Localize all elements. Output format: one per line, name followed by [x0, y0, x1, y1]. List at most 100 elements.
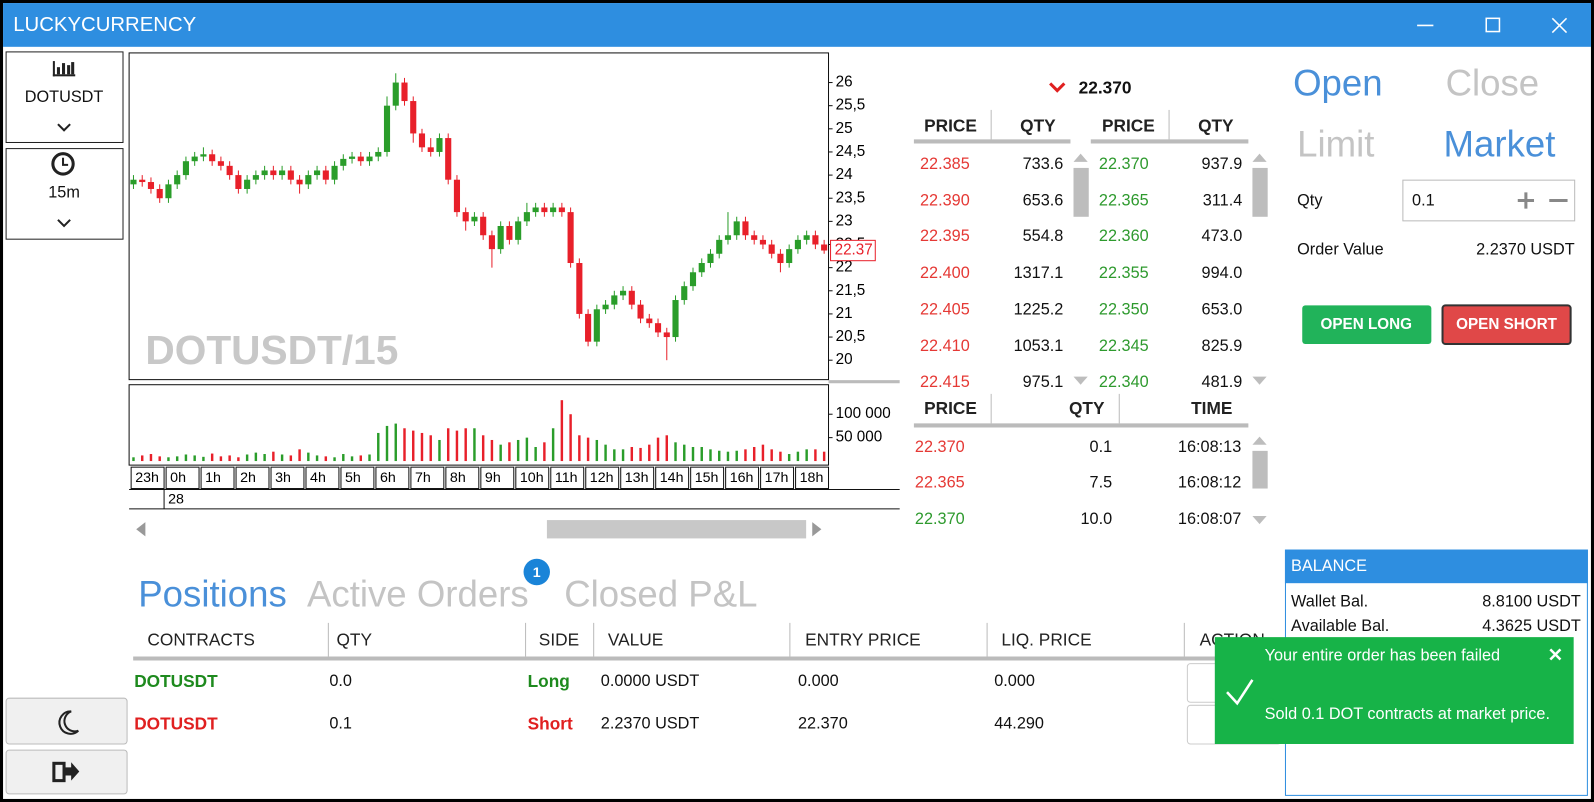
- candle-body: [200, 154, 207, 157]
- y-tick-label: 24,5: [836, 143, 866, 160]
- volume-bar: [621, 449, 625, 462]
- x-tick-label: 11h: [555, 470, 578, 486]
- y-tick-label: 26: [836, 74, 853, 91]
- candle-body: [593, 309, 600, 342]
- candle-body: [480, 216, 487, 236]
- volume-bar: [473, 428, 476, 462]
- tab[interactable]: Open: [1293, 62, 1383, 104]
- candle-body: [191, 156, 198, 162]
- time-cell: [445, 466, 480, 490]
- tab[interactable]: Closed P&L: [564, 573, 758, 615]
- candle-body: [375, 151, 382, 157]
- candle-body: [322, 170, 329, 180]
- open-long-button[interactable]: [1302, 305, 1432, 345]
- order-type[interactable]: Limit: [1297, 123, 1375, 165]
- candle-body: [226, 165, 233, 176]
- candle-body: [759, 239, 767, 245]
- tab[interactable]: Close: [1445, 62, 1540, 104]
- tab[interactable]: Positions: [138, 573, 287, 615]
- candle-body: [217, 161, 224, 166]
- y-tick-label: 20: [836, 351, 853, 368]
- candle-body: [602, 304, 609, 310]
- volume-bar: [718, 450, 721, 462]
- candle-body: [488, 235, 495, 250]
- y-tick-label: 25,5: [836, 97, 866, 114]
- candle-body: [506, 225, 513, 240]
- candle-body: [130, 179, 137, 185]
- volume-panel: [128, 384, 830, 466]
- volume-bar: [822, 451, 826, 462]
- volume-bar: [805, 449, 808, 462]
- bid-qty: 994.0: [1201, 264, 1243, 283]
- tab[interactable]: Active Orders: [307, 573, 529, 615]
- open-short-button[interactable]: [1441, 304, 1572, 346]
- volume-bar: [735, 450, 738, 462]
- volume-bar: [525, 437, 529, 462]
- volume-bar: [228, 455, 231, 462]
- candle-body: [698, 263, 705, 273]
- volume-bar: [656, 437, 660, 462]
- time-cell: [200, 466, 235, 490]
- volume-bar: [420, 432, 424, 462]
- close-window[interactable]: [1551, 17, 1568, 34]
- candle-body: [401, 82, 408, 102]
- candle-body: [165, 184, 172, 199]
- bid-price: 22.350: [1098, 301, 1149, 319]
- maximize[interactable]: [1485, 17, 1501, 33]
- trades-header: QTY: [1068, 398, 1105, 419]
- volume-bar: [298, 449, 301, 462]
- qty-value: 0.1: [1412, 192, 1435, 210]
- qty-input[interactable]: [1402, 179, 1576, 222]
- time-cell: [655, 466, 690, 490]
- candle-body: [515, 221, 522, 240]
- bid-price: 22.360: [1098, 228, 1149, 246]
- increment[interactable]: [1517, 192, 1535, 209]
- moon-icon: [58, 710, 79, 735]
- candle-body: [768, 244, 775, 254]
- candle-body: [681, 286, 688, 301]
- y-tick-label: 22: [836, 259, 853, 276]
- candle-body: [305, 175, 312, 185]
- candle-body: [803, 235, 810, 240]
- order-type[interactable]: Market: [1443, 123, 1556, 165]
- column-header: QTY: [336, 629, 373, 650]
- price-panel: [128, 52, 830, 381]
- time-cell: [620, 466, 655, 490]
- volume-bar: [237, 457, 240, 462]
- volume-bar: [586, 437, 590, 462]
- cell: 0.1: [329, 715, 352, 733]
- candle-body: [786, 249, 793, 264]
- candle-body: [139, 179, 146, 183]
- candle-body: [716, 239, 723, 254]
- order-value-label: Order Value: [1297, 241, 1384, 259]
- candle-body: [357, 156, 364, 162]
- x-tick-label: 14h: [660, 470, 684, 486]
- candle-body: [585, 313, 592, 342]
- time-cell: [690, 466, 725, 490]
- time-cell: [410, 466, 445, 490]
- candle-body: [471, 216, 478, 222]
- candle-body: [366, 156, 373, 162]
- volume-bar: [770, 449, 773, 462]
- badge: [523, 558, 550, 586]
- balance-value: 8.8100 USDT: [1482, 593, 1581, 611]
- ask-qty: 733.6: [1022, 155, 1064, 174]
- time-cell: [235, 466, 270, 490]
- book-header: PRICE: [1101, 116, 1155, 136]
- toast-close[interactable]: [1549, 648, 1562, 661]
- x-tick-label: 1h: [205, 470, 221, 486]
- volume-bar: [700, 446, 703, 462]
- badge-count: 1: [532, 563, 541, 581]
- x-tick-label: 8h: [450, 470, 466, 486]
- bid-qty: 311.4: [1202, 192, 1243, 210]
- candle-body: [279, 170, 286, 176]
- volume-bar: [665, 435, 668, 462]
- scrollbars: [1073, 153, 1268, 525]
- candle-body: [462, 212, 469, 222]
- theme-button[interactable]: [5, 697, 128, 745]
- volume-bar: [315, 455, 319, 462]
- x-tick-label: 16h: [730, 470, 754, 486]
- volume-bar: [648, 444, 651, 462]
- volume-bar: [814, 449, 817, 462]
